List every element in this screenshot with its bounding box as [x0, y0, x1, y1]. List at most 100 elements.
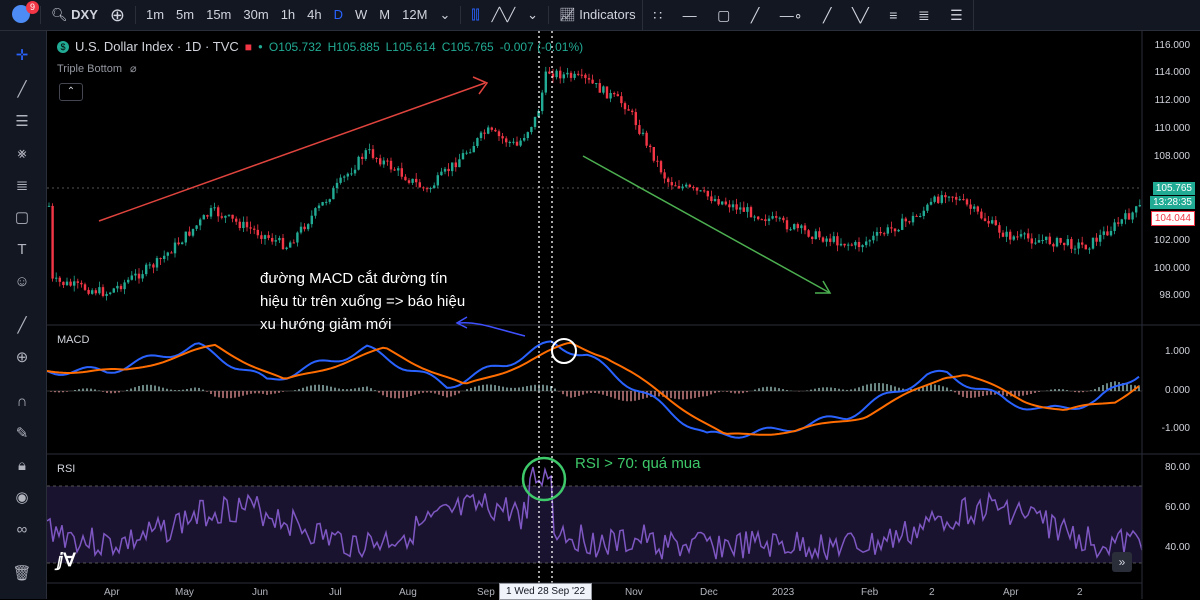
- timeframe-12m[interactable]: 12M: [402, 7, 428, 22]
- candle-body: [98, 287, 101, 294]
- crosshair-icon[interactable]: ✛: [15, 47, 29, 64]
- candle-body: [94, 290, 97, 294]
- candle-body: [566, 72, 569, 75]
- zoom-in-icon[interactable]: ⊕: [15, 349, 29, 366]
- candles-icon[interactable]: ⫿⫿: [471, 7, 480, 22]
- candle-body: [393, 169, 396, 171]
- path-icon[interactable]: ╱: [823, 6, 832, 23]
- eye-icon[interactable]: ◉: [15, 489, 29, 506]
- time-label: Dec: [700, 587, 718, 598]
- chart-area[interactable]: $ U.S. Dollar Index · 1D · TVC ■ ● O105.…: [47, 31, 1200, 600]
- candle-body: [1009, 231, 1012, 240]
- candle-body: [249, 227, 252, 229]
- timeframe-1m[interactable]: 1m: [145, 7, 165, 22]
- candle-body: [389, 160, 393, 170]
- drag-handle-icon[interactable]: ∷: [653, 6, 663, 23]
- compare-symbol-button[interactable]: ⊕: [104, 0, 131, 30]
- candle-body: [184, 231, 187, 243]
- chevron-down-icon[interactable]: ⌄: [439, 7, 451, 22]
- timeframe-4h[interactable]: 4h: [307, 7, 322, 22]
- candle-body: [688, 184, 691, 187]
- horizontal-line-icon[interactable]: —: [682, 7, 697, 23]
- fib-tool-icon[interactable]: ☰: [15, 113, 29, 130]
- rsi-label[interactable]: RSI: [57, 463, 76, 475]
- chart-canvas[interactable]: [47, 31, 1200, 599]
- ray-icon[interactable]: —∘: [779, 6, 803, 23]
- pencil-lock-icon[interactable]: ✎: [15, 425, 29, 442]
- candle-body: [134, 273, 137, 276]
- drawing-toolbar: ∷ — ▢ ╱ —∘ ╱ ╲╱ ≡ ≣ ☰: [642, 0, 974, 30]
- collapse-legend-button[interactable]: ⌃: [59, 83, 83, 101]
- lock-icon[interactable]: 🔒︎: [18, 456, 26, 474]
- symbol-title[interactable]: U.S. Dollar Index · 1D · TVC: [75, 39, 239, 54]
- timeframe-30m[interactable]: 30m: [243, 7, 269, 22]
- candle-body: [105, 293, 108, 296]
- candle-body: [55, 277, 58, 279]
- timeframe-15m[interactable]: 15m: [206, 7, 232, 22]
- symbol-search[interactable]: 🔍︎ DXY: [45, 0, 104, 30]
- prediction-tool-icon[interactable]: ≣: [15, 177, 29, 194]
- text-tool-icon[interactable]: T: [17, 240, 27, 258]
- candle-body: [533, 116, 537, 127]
- ruler-icon[interactable]: ╱: [17, 317, 27, 334]
- candle-body: [1138, 205, 1141, 207]
- candle-body: [141, 274, 144, 279]
- pattern-label[interactable]: Triple Bottom: [57, 62, 123, 75]
- candle-body: [479, 132, 483, 139]
- candle-body: [1070, 239, 1073, 249]
- candle-body: [760, 219, 763, 221]
- trendline-tool-icon[interactable]: ╱: [17, 81, 27, 98]
- candle-body: [649, 145, 652, 147]
- candle-body: [260, 235, 263, 239]
- candle-body: [487, 127, 490, 134]
- candle-body: [343, 176, 346, 178]
- candle-body: [724, 201, 727, 205]
- candle-body: [857, 242, 861, 248]
- emoji-icon[interactable]: ☺: [14, 272, 30, 290]
- avatar[interactable]: 9: [6, 0, 40, 30]
- indicators-button[interactable]: 📈︎ Indicators: [553, 0, 642, 30]
- menu-icon[interactable]: ☰: [950, 6, 963, 23]
- candle-body: [821, 237, 825, 242]
- timeframe-5m[interactable]: 5m: [176, 7, 195, 22]
- candle-body: [548, 71, 551, 74]
- candle-body: [379, 158, 382, 165]
- candle-body: [800, 225, 803, 229]
- timeframe-m[interactable]: M: [379, 7, 391, 22]
- flag-icon[interactable]: ■: [244, 39, 253, 54]
- candle-body: [292, 242, 295, 244]
- candle-body: [58, 277, 61, 282]
- polyline-icon[interactable]: ╲╱: [851, 6, 869, 23]
- candle-body: [685, 184, 688, 187]
- trash-icon[interactable]: 🗑︎: [12, 565, 32, 582]
- trend-line-icon[interactable]: ╱: [750, 6, 760, 23]
- rectangle-icon[interactable]: ▢: [717, 6, 731, 23]
- candle-body: [353, 169, 357, 174]
- fib-icon[interactable]: ≣: [917, 6, 930, 23]
- countdown-tag: 13:28:35: [1150, 196, 1195, 209]
- parallel-channel-icon[interactable]: ≡: [889, 7, 898, 23]
- timeframe-1h[interactable]: 1h: [280, 7, 296, 22]
- magnet-icon[interactable]: ∩: [16, 392, 28, 410]
- chevron-down-icon[interactable]: ⌄: [527, 7, 539, 22]
- candle-body: [440, 171, 443, 176]
- scroll-to-realtime-button[interactable]: »: [1112, 552, 1132, 572]
- link-icon[interactable]: ∞: [16, 520, 28, 538]
- candle-body: [325, 201, 328, 203]
- candle-body: [983, 218, 987, 221]
- line-chart-icon[interactable]: ╱╲╱: [491, 7, 516, 22]
- macd-label[interactable]: MACD: [57, 334, 90, 346]
- pattern-tool-icon[interactable]: ⨳: [17, 144, 27, 162]
- shapes-tool-icon[interactable]: ▢: [14, 209, 30, 226]
- candle-body: [785, 220, 789, 230]
- candle-body: [278, 237, 281, 241]
- tradingview-logo[interactable]: ⅉⱯ: [57, 550, 76, 570]
- candle-body: [598, 83, 601, 93]
- candle-body: [789, 229, 792, 231]
- candle-body: [695, 187, 699, 191]
- timeframe-w[interactable]: W: [355, 7, 368, 22]
- timeframe-d[interactable]: D: [333, 7, 344, 22]
- candle-body: [397, 168, 400, 171]
- eye-off-icon[interactable]: ⌀: [130, 63, 137, 75]
- candle-body: [537, 111, 540, 117]
